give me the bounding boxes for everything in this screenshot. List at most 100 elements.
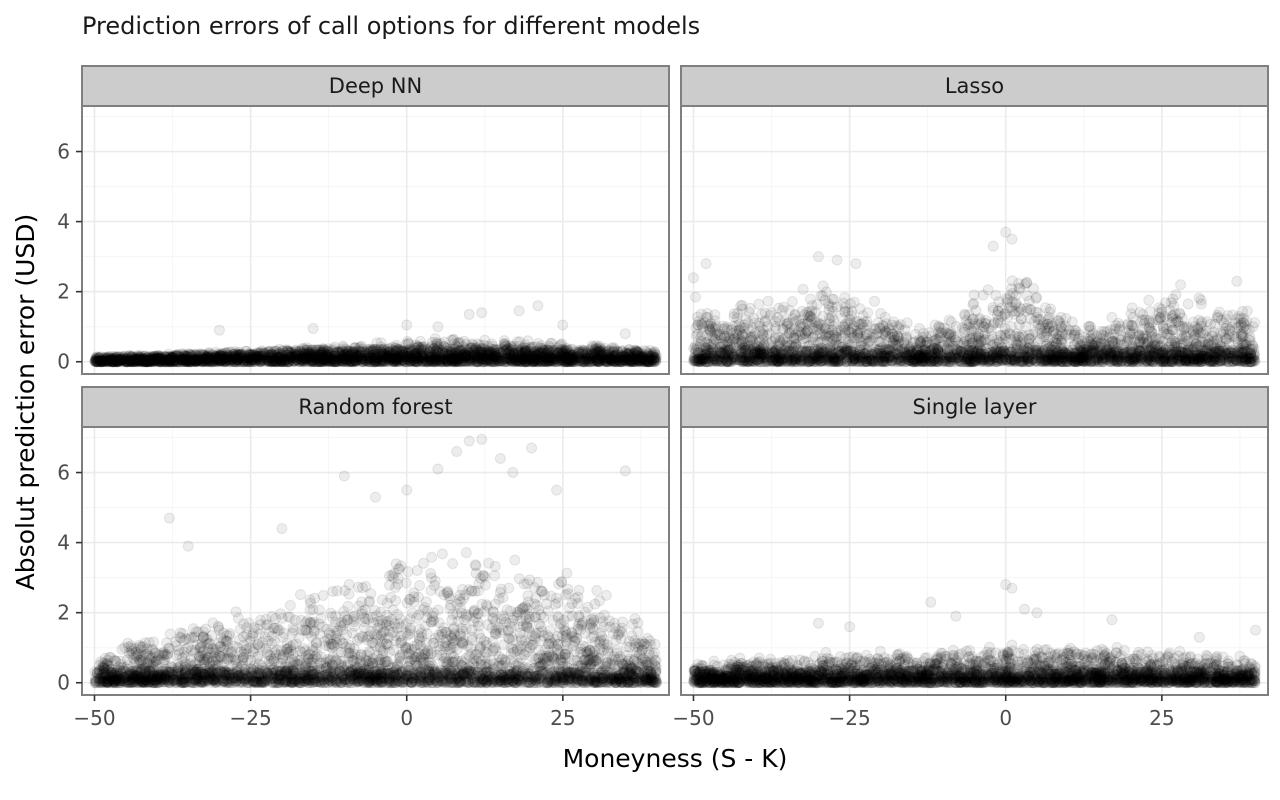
data-point [235,352,247,364]
data-point [136,356,148,368]
data-point [390,356,402,368]
data-point [538,344,549,356]
data-point [614,355,626,367]
data-point [517,353,529,365]
data-point [106,353,118,365]
data-point [430,345,442,356]
data-point [262,354,274,366]
data-point [143,351,155,362]
data-point [401,353,413,365]
data-point [333,347,344,359]
data-point [140,353,152,365]
data-point [99,351,111,363]
data-point [431,338,443,350]
data-point [839,292,851,304]
data-point [449,351,461,363]
data-point [192,355,203,367]
data-point [310,344,322,356]
data-point [632,352,644,364]
data-point [463,308,475,320]
data-point [243,355,255,367]
data-point [299,348,311,359]
data-point [140,356,152,368]
data-point [191,355,203,367]
data-point [554,340,566,352]
data-point [533,354,545,366]
data-point [499,356,511,368]
data-point [604,354,615,366]
data-point [412,341,424,353]
data-point [189,355,201,367]
data-point [111,356,123,367]
data-point [98,355,110,367]
data-point [505,344,517,355]
data-point [433,341,444,352]
data-point [441,355,453,367]
data-point [504,347,516,358]
data-point [643,356,655,368]
data-point [457,349,469,361]
data-point [199,355,211,367]
data-point [540,355,552,367]
data-point [472,353,484,365]
data-point [526,341,538,353]
data-point [625,350,637,362]
data-point [443,344,455,355]
data-point [494,351,506,363]
data-point [262,355,274,367]
data-point [432,321,444,333]
data-point [364,356,376,368]
data-point [301,350,313,362]
data-point [163,351,175,363]
data-point [516,355,528,367]
data-point [526,354,538,365]
data-point [582,355,594,367]
data-point [381,354,393,366]
data-point [562,356,574,368]
data-point [143,355,155,367]
data-point [159,354,171,366]
data-point [215,350,227,362]
data-point [527,355,539,367]
data-point [441,347,453,359]
data-point [341,356,353,368]
data-point [110,355,122,367]
data-point [317,353,329,365]
data-point [629,344,641,356]
data-point [357,355,369,367]
data-point [149,353,161,365]
data-point [603,348,615,360]
data-point [259,353,271,365]
data-point [376,356,388,368]
data-point [150,356,162,368]
data-point [400,346,412,358]
data-point [409,342,421,354]
data-point [255,351,267,362]
data-point [344,355,356,367]
data-point [136,354,148,366]
data-point [489,356,500,368]
data-point [272,349,284,361]
data-point [625,356,637,368]
data-point [98,352,110,364]
data-point [508,350,520,362]
data-point [645,354,657,366]
data-point [644,345,656,356]
data-point [321,348,333,360]
data-point [372,345,384,357]
data-point [184,351,196,363]
data-point [451,355,463,366]
data-point [102,356,114,368]
data-point [484,356,496,368]
data-point [190,349,202,361]
data-point [272,348,284,360]
data-point [187,351,199,363]
data-point [611,353,623,365]
data-point [329,341,341,353]
data-point [629,353,641,365]
data-point [474,355,486,367]
data-point [336,346,348,358]
data-point [145,353,157,365]
data-point [583,356,595,368]
data-point [162,355,174,367]
